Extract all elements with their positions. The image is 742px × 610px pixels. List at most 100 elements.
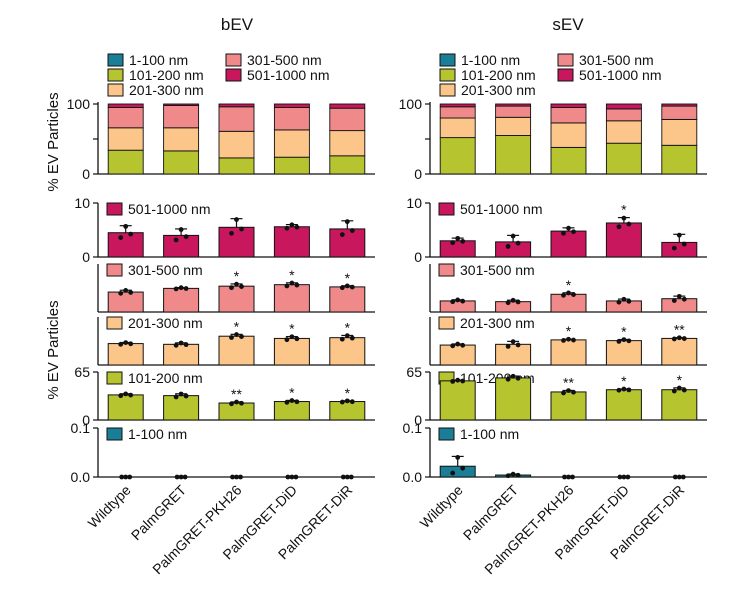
significance-mark: ** — [231, 386, 242, 402]
data-point — [123, 223, 129, 229]
significance-mark: * — [621, 373, 627, 389]
significance-mark: * — [234, 268, 240, 284]
data-point — [625, 474, 631, 480]
data-point — [289, 474, 295, 480]
stacked-bar-segment — [550, 107, 587, 124]
data-point — [571, 229, 576, 235]
stacked-bar-segment — [163, 104, 200, 129]
bar — [661, 337, 698, 366]
y-tick-label: 65 — [74, 364, 90, 380]
y-tick-label: 100 — [67, 96, 91, 112]
y-axis-label-bottom: % EV Particles — [45, 300, 62, 399]
stacked-bar-segment — [218, 130, 255, 159]
data-point — [294, 224, 300, 230]
stacked-bar-segment — [495, 135, 532, 175]
bar — [273, 226, 310, 258]
data-point — [294, 282, 300, 288]
subpanel-label: 201-300 nm — [460, 315, 535, 331]
bar — [661, 389, 698, 421]
bar — [661, 241, 698, 258]
data-point — [234, 217, 239, 222]
data-point — [118, 235, 124, 241]
legend-swatch — [106, 371, 123, 385]
data-point — [229, 230, 234, 236]
legend-label: 101-200 nm — [129, 67, 204, 83]
significance-mark: * — [566, 277, 572, 293]
data-point — [505, 376, 511, 382]
significance-mark: * — [234, 318, 240, 334]
data-point — [621, 386, 627, 392]
data-point — [284, 283, 290, 289]
data-point — [349, 284, 355, 290]
stacked-bar-segment — [439, 103, 476, 108]
subpanel-label: 1-100 nm — [460, 426, 519, 442]
data-point — [561, 338, 566, 343]
data-point — [566, 388, 571, 394]
data-point — [183, 286, 189, 291]
data-point — [234, 474, 239, 480]
data-point — [626, 221, 632, 227]
y-tick-label: 0.1 — [71, 420, 91, 436]
bar — [495, 377, 532, 421]
bar — [439, 240, 476, 258]
stacked-bar-segment — [273, 107, 310, 131]
data-point — [626, 298, 632, 304]
stacked-bar-segment — [605, 120, 642, 144]
data-point — [178, 285, 184, 291]
data-point — [671, 388, 677, 394]
subpanel-label: 1-100 nm — [128, 426, 187, 442]
data-point — [455, 235, 461, 241]
data-point — [229, 401, 234, 407]
data-point — [681, 241, 687, 247]
data-point — [566, 290, 571, 296]
stacked-bar-segment — [439, 137, 476, 175]
data-point — [561, 292, 566, 298]
y-tick-label: 0 — [82, 166, 90, 182]
data-point — [127, 474, 133, 480]
data-point — [289, 280, 295, 286]
legend-swatch — [107, 53, 124, 67]
stacked-bar-segment — [218, 106, 255, 132]
legend-swatch — [439, 83, 456, 97]
legend-swatch — [439, 53, 456, 67]
data-point — [239, 400, 244, 406]
bar — [550, 230, 587, 258]
data-point — [450, 299, 456, 305]
data-point — [505, 244, 511, 249]
legend-label: 501-1000 nm — [247, 67, 330, 83]
bar — [329, 337, 366, 366]
data-point — [450, 343, 456, 349]
y-tick-label: 0.1 — [403, 420, 423, 436]
data-point — [455, 341, 461, 347]
data-point — [460, 378, 466, 384]
significance-mark: * — [289, 267, 295, 283]
data-point — [616, 339, 622, 344]
significance-mark: * — [621, 202, 627, 218]
stacked-bar-segment — [218, 103, 255, 108]
legend-label: 201-300 nm — [129, 82, 204, 98]
legend-label: 301-500 nm — [579, 52, 654, 68]
data-point — [118, 290, 124, 296]
bar — [550, 391, 587, 421]
significance-mark: * — [289, 384, 295, 400]
y-tick-label: 100 — [399, 96, 423, 112]
stacked-bar-segment — [273, 156, 310, 175]
data-point — [349, 228, 355, 233]
stacked-bar-segment — [605, 142, 642, 175]
data-point — [505, 300, 511, 306]
stacked-bar-segment — [163, 103, 200, 106]
data-point — [671, 245, 677, 251]
stacked-bar-segment — [661, 144, 698, 175]
legend-swatch — [557, 68, 574, 82]
bar — [163, 395, 200, 421]
data-point — [450, 240, 456, 246]
data-point — [285, 474, 291, 480]
bar — [605, 340, 642, 366]
data-point — [344, 398, 350, 404]
significance-mark: * — [345, 385, 351, 401]
stacked-bar-segment — [218, 157, 255, 175]
y-tick-label: 0 — [82, 249, 90, 265]
data-point — [234, 281, 239, 287]
